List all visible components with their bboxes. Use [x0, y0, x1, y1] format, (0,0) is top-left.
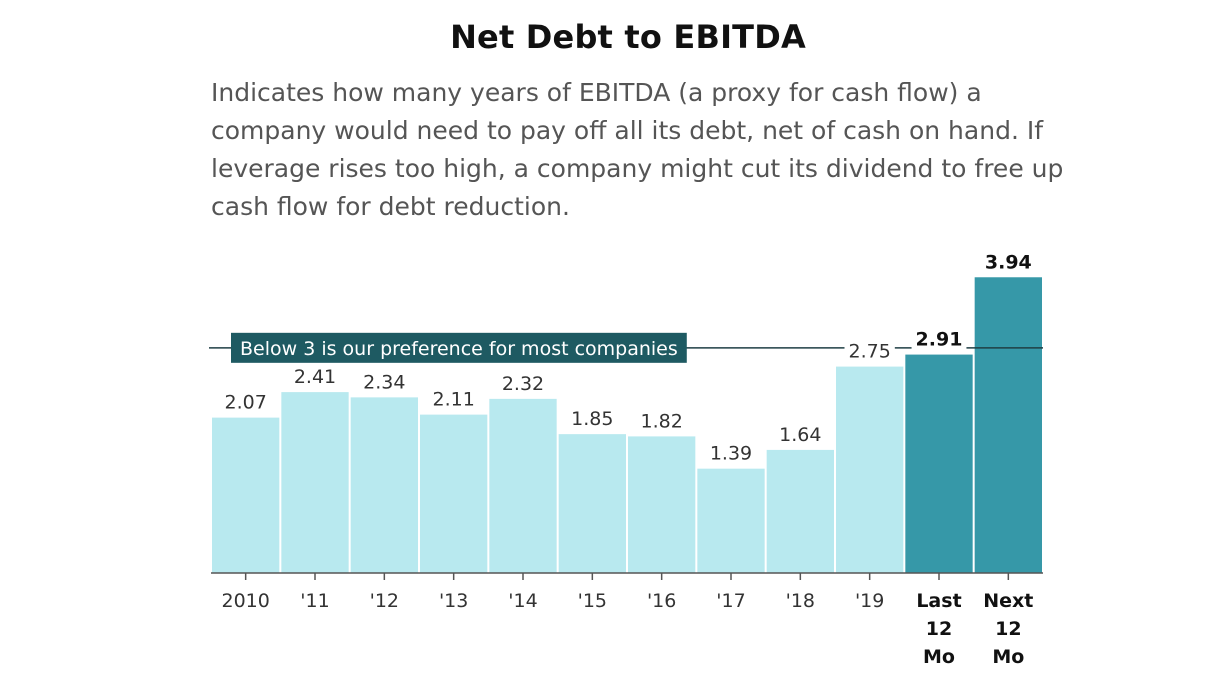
x-tick-label-4: '14 — [508, 590, 537, 612]
bar-9 — [836, 366, 904, 573]
bar-5 — [558, 434, 626, 573]
bar-2 — [350, 397, 418, 573]
bar-0 — [212, 417, 280, 573]
x-tick-label-5: '15 — [578, 590, 607, 612]
data-label-knockout-9 — [844, 344, 895, 351]
data-label-11: 3.94 — [985, 251, 1032, 273]
x-tick-label-11: Next 12 Mo — [983, 590, 1033, 668]
data-label-10: 2.91 — [916, 329, 963, 351]
x-tick-label-2: '12 — [370, 590, 399, 612]
bar-3 — [420, 414, 488, 573]
bar-11 — [974, 277, 1042, 573]
chart-subtitle: Indicates how many years of EBITDA (a pr… — [211, 78, 1064, 221]
bar-4 — [489, 398, 557, 573]
data-label-knockout-10 — [911, 344, 967, 351]
bar-1 — [281, 392, 349, 573]
bar-7 — [697, 468, 765, 573]
x-tick-label-8: '18 — [786, 590, 815, 612]
bar-10 — [905, 354, 973, 573]
data-label-8: 1.64 — [779, 424, 821, 446]
data-label-0: 2.07 — [225, 392, 267, 414]
reference-line-label-box — [231, 332, 687, 363]
data-label-5: 1.85 — [571, 408, 613, 430]
data-label-9: 2.75 — [849, 341, 891, 363]
data-label-1: 2.41 — [294, 366, 336, 388]
data-label-3: 2.11 — [433, 389, 475, 411]
data-label-2: 2.34 — [363, 371, 405, 393]
x-tick-label-10: Last 12 Mo — [916, 590, 961, 668]
x-tick-label-1: '11 — [300, 590, 329, 612]
reference-line-label: Below 3 is our preference for most compa… — [240, 338, 678, 360]
data-label-4: 2.32 — [502, 373, 544, 395]
data-label-6: 1.82 — [641, 410, 683, 432]
x-tick-label-6: '16 — [647, 590, 676, 612]
bar-6 — [628, 436, 696, 573]
x-tick-label-9: '19 — [855, 590, 884, 612]
chart-title: Net Debt to EBITDA — [450, 18, 806, 56]
bar-8 — [766, 449, 834, 573]
x-tick-label-3: '13 — [439, 590, 468, 612]
x-tick-label-7: '17 — [716, 590, 745, 612]
x-tick-label-0: 2010 — [221, 590, 269, 612]
data-label-7: 1.39 — [710, 443, 752, 465]
